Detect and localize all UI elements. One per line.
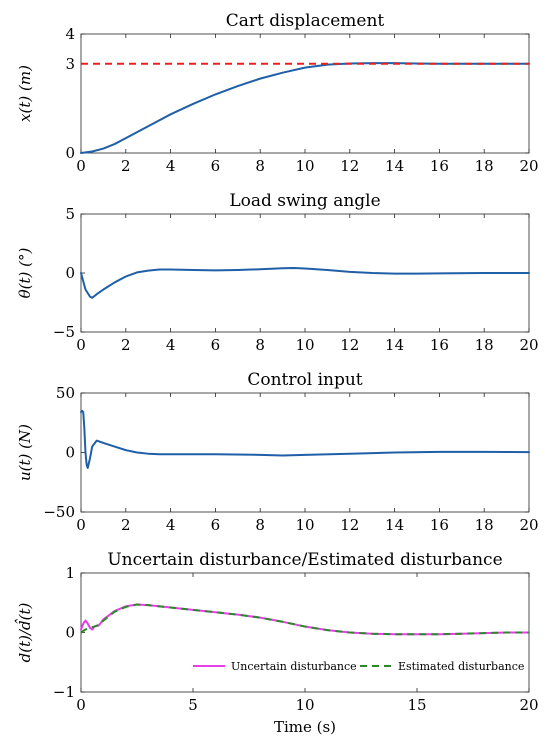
x-tick-label: 0 bbox=[76, 336, 86, 354]
x-tick-label: 12 bbox=[340, 157, 359, 175]
x-tick-label: 6 bbox=[211, 157, 221, 175]
y-axis-label: u(t) (N) bbox=[16, 424, 34, 481]
x-tick-label: 18 bbox=[475, 516, 494, 534]
x-tick-label: 10 bbox=[295, 157, 314, 175]
y-tick-label: 5 bbox=[65, 205, 75, 223]
chart-panel-4: Uncertain disturbance/Estimated disturba… bbox=[15, 550, 539, 736]
y-tick-label: 0 bbox=[65, 264, 75, 282]
x-tick-label: 15 bbox=[407, 696, 426, 714]
x-tick-label: 18 bbox=[475, 157, 494, 175]
series-line-uncertain-disturbance bbox=[80, 603, 530, 636]
x-tick-label: 20 bbox=[519, 696, 538, 714]
x-tick-label: 10 bbox=[295, 696, 314, 714]
x-tick-label: 10 bbox=[295, 516, 314, 534]
chart-title: Cart displacement bbox=[226, 11, 385, 31]
x-axis-label: Time (s) bbox=[274, 718, 336, 736]
y-tick-label: 1 bbox=[65, 564, 75, 582]
x-tick-label: 4 bbox=[166, 336, 176, 354]
x-tick-label: 5 bbox=[188, 696, 198, 714]
series-line-1 bbox=[80, 267, 530, 299]
x-tick-label: 0 bbox=[76, 696, 86, 714]
x-tick-label: 6 bbox=[211, 516, 221, 534]
y-tick-label: −5 bbox=[53, 323, 75, 341]
x-tick-label: 14 bbox=[385, 516, 404, 534]
x-tick-label: 14 bbox=[385, 157, 404, 175]
x-tick-label: 2 bbox=[121, 516, 131, 534]
x-tick-label: 16 bbox=[430, 516, 449, 534]
y-tick-label: 0 bbox=[65, 624, 75, 642]
x-tick-label: 12 bbox=[340, 516, 359, 534]
x-tick-label: 16 bbox=[430, 157, 449, 175]
y-axis-label: θ(t) (°) bbox=[16, 247, 34, 298]
legend-label: Estimated disturbance bbox=[398, 660, 524, 673]
series-line-1 bbox=[80, 409, 530, 469]
chart-title: Uncertain disturbance/Estimated disturba… bbox=[107, 550, 502, 570]
y-tick-label: 0 bbox=[65, 444, 75, 462]
y-tick-label: 0 bbox=[65, 144, 75, 162]
x-tick-label: 2 bbox=[121, 157, 131, 175]
x-tick-label: 20 bbox=[519, 157, 538, 175]
y-tick-label: −1 bbox=[53, 683, 75, 701]
x-tick-label: 0 bbox=[76, 157, 86, 175]
x-tick-label: 18 bbox=[475, 336, 494, 354]
x-tick-label: 20 bbox=[519, 516, 538, 534]
x-tick-label: 8 bbox=[255, 336, 265, 354]
y-axis-label: d(t)/d̂(t) bbox=[15, 602, 34, 662]
series-line-1 bbox=[80, 62, 530, 154]
y-tick-label: −50 bbox=[43, 503, 75, 521]
y-tick-label: 50 bbox=[56, 384, 75, 402]
x-tick-label: 4 bbox=[166, 157, 176, 175]
chart-panel-1: Cart displacement 0 2 4 6 8 10 12 14 16 18 20 0 3 4 x(t… bbox=[16, 11, 539, 175]
chart-title: Load swing angle bbox=[229, 191, 380, 211]
x-tick-label: 20 bbox=[519, 336, 538, 354]
x-tick-label: 10 bbox=[295, 336, 314, 354]
x-tick-label: 6 bbox=[211, 336, 221, 354]
chart-title: Control input bbox=[247, 370, 362, 390]
x-tick-label: 16 bbox=[430, 336, 449, 354]
plot-frame bbox=[80, 572, 530, 693]
x-tick-label: 12 bbox=[340, 336, 359, 354]
x-tick-label: 0 bbox=[76, 516, 86, 534]
plot-frame bbox=[80, 33, 530, 154]
x-tick-label: 4 bbox=[166, 516, 176, 534]
x-tick-label: 2 bbox=[121, 336, 131, 354]
y-tick-label: 4 bbox=[65, 25, 75, 43]
legend-label: Uncertain disturbance bbox=[231, 660, 357, 673]
x-tick-label: 8 bbox=[255, 516, 265, 534]
x-tick-label: 14 bbox=[385, 336, 404, 354]
series-line-estimated-disturbance bbox=[80, 603, 529, 636]
y-axis-label: x(t) (m) bbox=[16, 65, 34, 122]
x-tick-label: 8 bbox=[255, 157, 265, 175]
y-tick-label: 3 bbox=[65, 55, 75, 73]
